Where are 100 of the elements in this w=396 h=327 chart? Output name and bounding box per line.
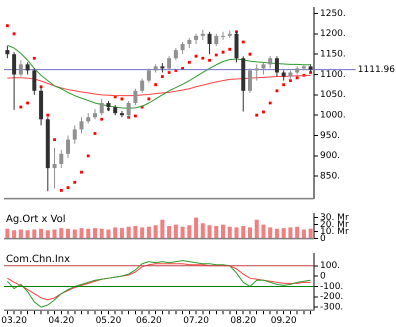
y-tick-label: 100.: [320, 261, 340, 272]
point: [276, 89, 278, 92]
bar: [72, 230, 77, 238]
point: [289, 79, 292, 82]
candlestick: [261, 62, 266, 76]
x-tick-label: 04.20: [48, 316, 74, 326]
candlestick: [92, 108, 97, 120]
point: [154, 83, 158, 86]
candlestick: [100, 98, 104, 116]
candlestick: [26, 62, 30, 76]
bar: [208, 225, 212, 238]
point: [80, 170, 83, 174]
candlestick: [167, 56, 172, 71]
bar: [200, 223, 205, 238]
candlestick: [160, 62, 164, 73]
x-tick-label: 05.20: [96, 316, 122, 326]
bar: [174, 224, 178, 238]
point: [26, 102, 29, 104]
candlestick: [268, 56, 272, 69]
candlestick: [52, 147, 57, 189]
y-tick-label: 850.: [320, 172, 340, 182]
bar: [254, 220, 259, 238]
y-tick-label: -300.: [320, 302, 344, 312]
candlestick: [140, 78, 144, 94]
point: [120, 98, 124, 100]
bar: [59, 228, 64, 238]
point: [60, 189, 63, 192]
candlestick: [72, 124, 77, 144]
point: [262, 110, 265, 114]
candlestick: [113, 104, 118, 116]
bar: [52, 230, 57, 238]
candlestick: [86, 112, 90, 124]
bar: [221, 224, 226, 238]
bar: [120, 228, 124, 238]
x-tick-label: 09.20: [270, 316, 297, 326]
bar: [308, 228, 313, 238]
ref-line-label: 1111.96: [358, 65, 396, 75]
bar: [194, 218, 198, 238]
candlestick: [12, 52, 16, 110]
point: [268, 102, 272, 104]
bar: [295, 226, 300, 238]
bar: [302, 230, 306, 238]
point: [296, 76, 299, 80]
bar: [288, 227, 292, 238]
point: [147, 98, 150, 100]
bar: [140, 227, 144, 238]
candlestick: [59, 149, 64, 169]
y-tick-label: 1100.: [320, 70, 346, 80]
candlestick: [146, 68, 151, 84]
bar: [18, 230, 23, 238]
bar: [241, 226, 246, 238]
candlestick: [248, 68, 252, 94]
bar: [268, 227, 272, 238]
y-tick-label: -200.: [320, 292, 344, 302]
y-tick-label: 1200.: [320, 29, 346, 40]
bar: [26, 230, 30, 238]
bar: [106, 230, 110, 238]
point: [66, 186, 70, 190]
y-tick-label: 1150.: [320, 50, 346, 60]
point: [53, 138, 56, 142]
point: [242, 40, 245, 44]
x-tick-label: 07.20: [183, 316, 210, 326]
point: [134, 114, 137, 118]
candlestick: [180, 41, 185, 55]
bar: [100, 228, 104, 238]
bar: [12, 230, 16, 238]
point: [194, 54, 198, 58]
bar: [261, 224, 266, 238]
bar: [146, 226, 151, 238]
point: [86, 154, 90, 158]
candlestick: [214, 33, 218, 47]
y-tick-label: 0: [320, 234, 326, 244]
bar: [167, 226, 172, 238]
bar: [154, 225, 158, 238]
candlestick: [133, 88, 138, 106]
x-tick-label: 08.20: [230, 316, 256, 326]
candlestick: [32, 68, 36, 96]
chart-title: Ag.Ort x Vol: [6, 214, 66, 225]
point: [6, 24, 9, 28]
candlestick: [174, 48, 178, 61]
y-tick-label: 900.: [320, 151, 340, 162]
point: [160, 75, 164, 78]
bar: [126, 226, 131, 238]
point: [94, 132, 96, 135]
bar: [274, 228, 279, 238]
x-tick-label: 03.20: [1, 316, 28, 326]
point: [19, 106, 22, 108]
candlestick: [282, 70, 286, 82]
point: [168, 71, 171, 74]
bar: [187, 225, 192, 238]
point: [208, 58, 211, 62]
point: [214, 54, 218, 56]
bar: [214, 226, 218, 238]
candlestick: [200, 29, 205, 40]
bar: [46, 230, 50, 238]
y-tick-label: 1250.: [320, 8, 346, 19]
bar: [282, 228, 286, 238]
y-tick-label: 0: [320, 271, 326, 282]
candlestick: [66, 135, 70, 158]
candlestick: [80, 116, 84, 134]
